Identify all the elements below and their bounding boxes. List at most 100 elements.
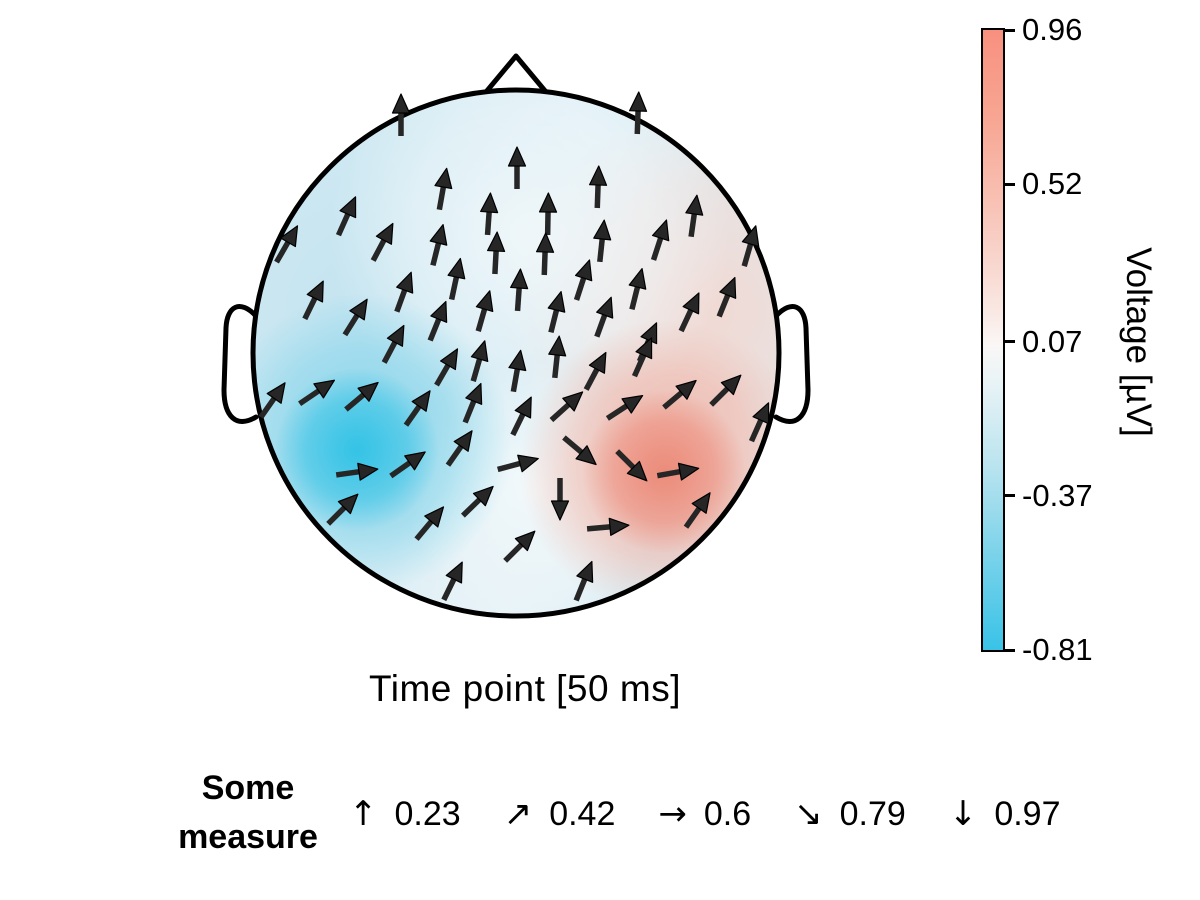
- measure-legend-title-line2: measure: [178, 818, 318, 856]
- quiver-arrow: [326, 493, 359, 526]
- legend-item: ↓ 0.97: [949, 789, 1061, 839]
- quiver-arrow: [335, 462, 379, 481]
- measure-legend-title: Some measure: [158, 764, 338, 862]
- down-arrow-icon: ↓: [948, 794, 978, 834]
- quiver-arrow: [656, 462, 700, 481]
- up-arrow-icon: ↑: [349, 794, 378, 834]
- quiver-arrow: [631, 337, 653, 378]
- quiver-arrow: [510, 396, 532, 437]
- quiver-arrow: [497, 454, 539, 473]
- colorbar-tick-mark: [1005, 28, 1015, 32]
- down-right-arrow-icon: ↘: [794, 794, 823, 834]
- colorbar-tick-label: 0.07: [1022, 323, 1083, 359]
- quiver-arrow: [507, 146, 527, 189]
- quiver-arrow: [298, 379, 336, 407]
- quiver-arrow: [685, 194, 704, 238]
- quiver-arrow: [583, 351, 607, 391]
- colorbar: [981, 28, 1005, 652]
- quiver-arrow: [335, 196, 357, 237]
- colorbar-tick-label: -0.37: [1022, 477, 1093, 513]
- quiver-arrow: [344, 381, 379, 412]
- quiver-arrow: [586, 517, 630, 536]
- up-right-arrow-icon: ↗: [503, 794, 533, 834]
- quiver-arrow: [475, 290, 494, 332]
- quiver-arrow: [549, 391, 584, 423]
- quiver-arrow: [391, 93, 411, 136]
- quiver-arrow: [389, 451, 426, 479]
- quiver-arrow: [594, 296, 614, 338]
- quiver-arrow: [487, 231, 506, 275]
- colorbar-tick-mark: [1005, 340, 1015, 344]
- quiver-arrow: [462, 382, 483, 424]
- colorbar-tick-mark: [1005, 182, 1015, 186]
- colorbar-tick-mark: [1005, 648, 1015, 652]
- colorbar-tick-label: 0.96: [1022, 12, 1083, 47]
- quiver-arrow: [662, 379, 697, 410]
- legend-value: 0.23: [394, 795, 461, 833]
- legend-value: 0.97: [994, 795, 1061, 833]
- quiver-arrow: [414, 506, 445, 541]
- quiver-arrow: [650, 219, 670, 261]
- measure-legend-title-line1: Some: [201, 769, 295, 807]
- field-blob: [275, 368, 439, 532]
- quiver-arrow: [573, 560, 594, 602]
- quiver-arrow: [628, 268, 647, 311]
- quiver-arrow: [615, 449, 648, 482]
- legend-item: ↑ 0.23: [349, 789, 461, 839]
- plot-title: Time point [50 ms]: [369, 668, 681, 709]
- quiver-arrow: [302, 280, 324, 321]
- left-ear-outline: [221, 304, 259, 424]
- colorbar-tick-label: 0.52: [1022, 166, 1083, 202]
- legend-value: 0.79: [839, 795, 906, 833]
- quiver-arrow: [538, 192, 558, 236]
- quiver-arrow: [716, 276, 737, 318]
- quiver-arrow: [562, 435, 597, 466]
- quiver-arrow: [547, 291, 566, 334]
- quiver-arrow: [258, 382, 286, 419]
- quiver-arrow: [429, 224, 448, 267]
- quiver-arrow: [342, 298, 368, 337]
- quiver-arrow-layer: [258, 91, 770, 602]
- quiver-arrow: [394, 271, 414, 313]
- legend-value: 0.42: [549, 795, 616, 833]
- quiver-arrow: [470, 340, 489, 382]
- colorbar-axis-label: Voltage [µV]: [1119, 247, 1158, 437]
- colorbar-tick-label: -0.81: [1022, 632, 1093, 667]
- quiver-arrow: [274, 225, 299, 264]
- quiver-arrow: [628, 91, 648, 135]
- right-ear-outline: [773, 304, 811, 424]
- legend-value: 0.6: [703, 795, 752, 833]
- quiver-arrow: [588, 165, 608, 209]
- quiver-arrow: [427, 300, 448, 342]
- quiver-arrow: [434, 167, 453, 211]
- quiver-arrow: [447, 257, 466, 301]
- quiver-arrow: [741, 225, 760, 267]
- quiver-arrow: [678, 292, 700, 333]
- quiver-arrow: [381, 324, 405, 364]
- legend-item: → 0.6: [658, 789, 751, 839]
- quiver-arrow: [370, 222, 394, 262]
- quiver-arrow: [535, 232, 555, 276]
- quiver-arrow: [403, 390, 431, 427]
- quiver-arrow: [434, 348, 459, 387]
- legend-item: ↘ 0.79: [794, 789, 906, 839]
- nose-outline: [483, 53, 549, 95]
- colorbar-tick-mark: [1005, 494, 1015, 498]
- head-outline: [250, 87, 782, 619]
- quiver-arrow: [460, 485, 494, 518]
- quiver-arrow: [480, 192, 499, 236]
- quiver-arrow: [573, 259, 593, 301]
- quiver-arrow: [510, 268, 529, 312]
- quiver-arrow: [503, 530, 536, 563]
- quiver-arrow: [445, 430, 473, 467]
- quiver-arrow: [593, 219, 612, 263]
- quiver-arrow: [683, 492, 711, 529]
- right-arrow-icon: →: [658, 794, 687, 834]
- measure-legend: ↑ 0.23 ↗ 0.42 → 0.6 ↘ 0.79 ↓ 0.97: [349, 789, 1061, 839]
- quiver-arrow: [605, 394, 644, 421]
- quiver-arrow: [709, 374, 742, 407]
- quiver-arrow: [550, 478, 570, 521]
- legend-item: ↗ 0.42: [504, 789, 616, 839]
